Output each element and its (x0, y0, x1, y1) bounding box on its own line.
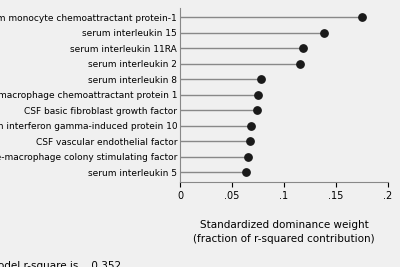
Point (246, 139, 253, 143)
Point (296, 62, 303, 66)
Point (320, 31, 327, 35)
Text: Standardized dominance weight: Standardized dominance weight (200, 220, 368, 230)
Point (258, 77, 264, 81)
Point (244, 155, 251, 159)
Text: (fraction of r-squared contribution): (fraction of r-squared contribution) (193, 234, 375, 244)
Point (254, 108, 260, 112)
Point (300, 46, 306, 50)
Point (242, 170, 249, 174)
Point (248, 124, 254, 128)
Point (359, 15, 365, 19)
Text: Model r-square is    0.352.: Model r-square is 0.352. (0, 261, 124, 267)
Point (255, 93, 261, 97)
